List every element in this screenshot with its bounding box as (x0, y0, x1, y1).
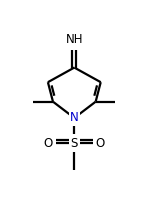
Text: S: S (71, 137, 78, 150)
Text: O: O (96, 137, 105, 150)
Text: NH: NH (66, 33, 83, 46)
Text: O: O (44, 137, 53, 150)
Text: N: N (70, 111, 79, 124)
